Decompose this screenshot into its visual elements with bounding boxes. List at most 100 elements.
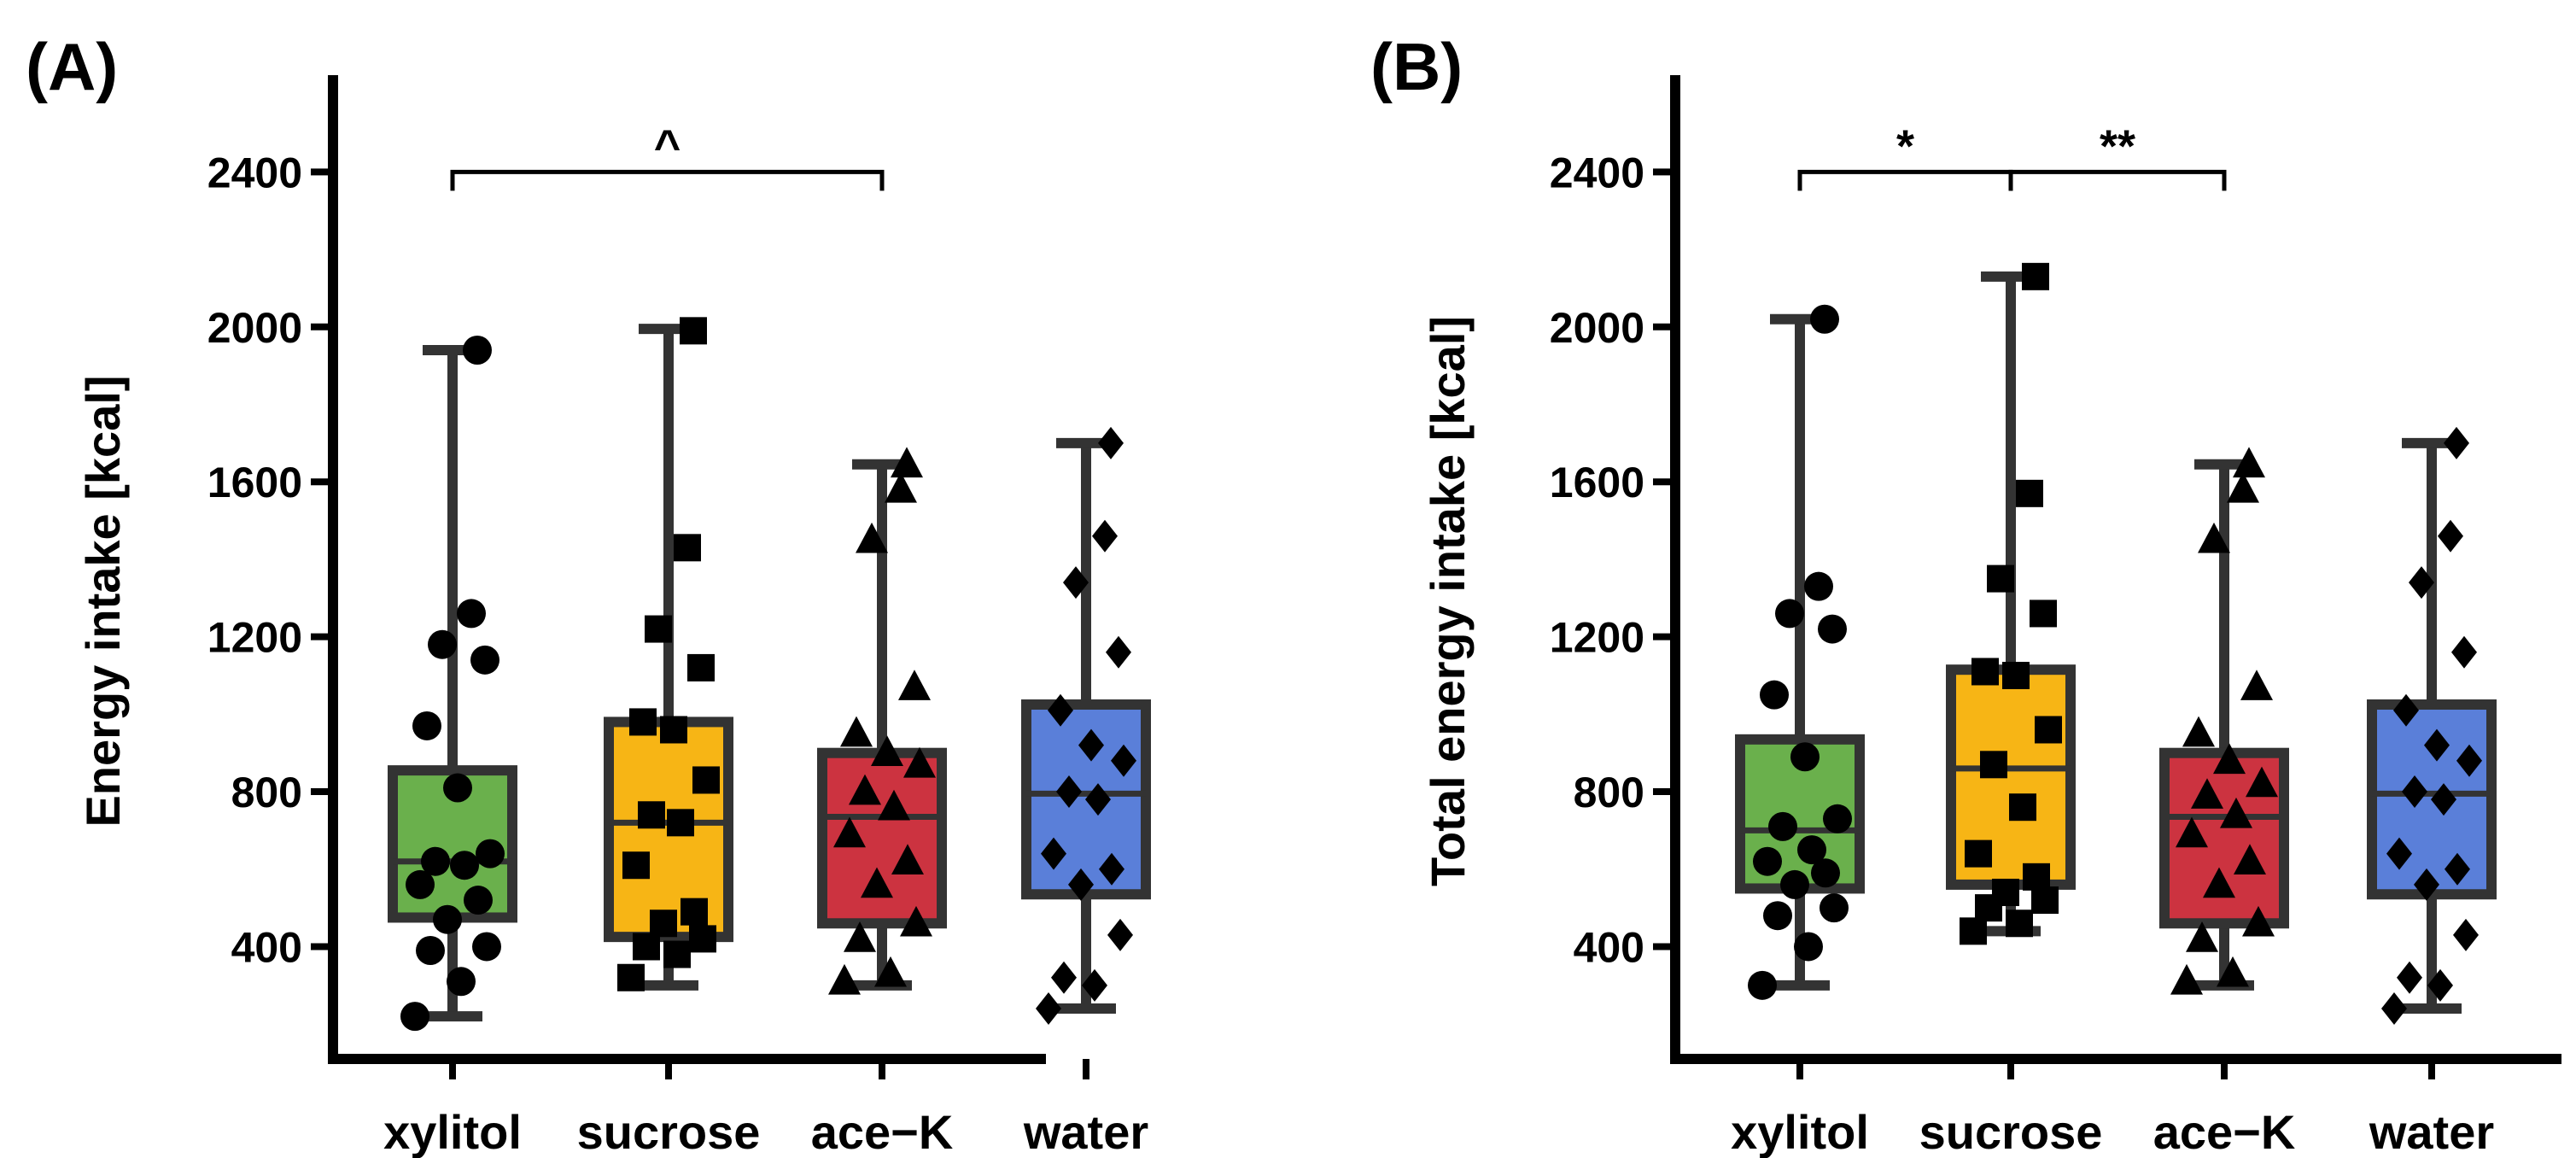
data-point — [2006, 909, 2033, 938]
data-point — [2431, 783, 2456, 816]
bracket-line — [2008, 169, 2227, 191]
data-point — [1098, 426, 1124, 459]
data-point — [1048, 693, 1073, 727]
data-point — [891, 447, 923, 478]
data-point — [428, 629, 457, 659]
data-point — [856, 522, 888, 553]
data-point — [2424, 728, 2450, 762]
data-point — [406, 869, 435, 899]
data-point — [633, 933, 660, 961]
data-point — [1085, 783, 1111, 816]
data-point — [891, 844, 924, 874]
data-point — [2381, 992, 2407, 1026]
data-point — [2227, 471, 2259, 503]
data-point — [622, 851, 650, 880]
data-point — [464, 886, 493, 915]
panel-label: (A) — [26, 29, 118, 104]
data-point — [2242, 905, 2275, 937]
data-point — [1041, 837, 1066, 870]
data-point — [1068, 868, 1094, 901]
data-point — [1063, 566, 1089, 599]
data-point — [447, 967, 476, 997]
panel-label: (B) — [1370, 29, 1463, 104]
data-point — [1768, 811, 1797, 841]
box-water — [2367, 426, 2497, 1026]
data-point — [840, 716, 873, 747]
data-point — [687, 653, 715, 681]
data-point — [2246, 766, 2278, 798]
data-point — [2217, 956, 2249, 987]
y-tick-label: 2000 — [1550, 304, 1644, 352]
y-axis-title: Total energy intake [kcal] — [1421, 316, 1475, 886]
data-point — [1082, 968, 1107, 1002]
data-point — [849, 774, 881, 805]
significance-bracket: ^ — [450, 120, 885, 191]
data-point — [2397, 961, 2422, 994]
data-point — [1748, 970, 1777, 1000]
data-point — [885, 471, 917, 503]
x-tick-label-sucrose: sucrose — [577, 1105, 761, 1158]
data-point — [1780, 869, 1809, 899]
box-sucrose — [1946, 262, 2076, 945]
data-point — [629, 708, 657, 736]
data-point — [878, 789, 910, 821]
significance-label: * — [1896, 120, 1914, 172]
data-point — [433, 904, 462, 934]
data-point — [412, 711, 441, 740]
data-point — [844, 921, 876, 952]
data-point — [2170, 963, 2203, 995]
data-point — [2182, 716, 2215, 747]
data-point — [2016, 479, 2043, 507]
box-water — [1021, 426, 1151, 1026]
data-point — [828, 963, 861, 995]
data-point — [650, 909, 677, 938]
data-point — [1753, 846, 1782, 876]
data-point — [2453, 918, 2479, 951]
data-point — [638, 801, 665, 829]
data-point — [2393, 693, 2419, 727]
data-point — [2030, 599, 2057, 628]
bracket-line — [450, 169, 885, 191]
data-point — [1790, 742, 1820, 772]
data-point — [1760, 680, 1789, 710]
y-tick-label: 800 — [231, 769, 302, 816]
data-point — [1051, 961, 1077, 994]
data-point — [1107, 918, 1133, 951]
data-point — [617, 963, 645, 991]
data-point — [2233, 447, 2265, 478]
data-point — [1971, 658, 1999, 686]
data-point — [421, 846, 450, 876]
data-point — [472, 932, 501, 962]
data-point — [2035, 716, 2062, 744]
x-tick-label-sucrose: sucrose — [1919, 1105, 2103, 1158]
data-point — [1987, 564, 2014, 593]
data-point — [1111, 744, 1136, 777]
data-point — [470, 645, 499, 675]
y-tick-label: 1200 — [1550, 614, 1644, 662]
data-point — [674, 534, 701, 562]
data-point — [2414, 868, 2439, 901]
data-point — [400, 1002, 429, 1032]
box-xylitol — [388, 336, 517, 1032]
y-tick-label: 1200 — [207, 614, 302, 662]
data-point — [2427, 968, 2453, 1002]
panel-b: (B) 400 800 1200 1600 2000 2400 Total energy in… — [1370, 29, 2561, 1158]
data-point — [1775, 599, 1804, 629]
data-point — [2213, 743, 2246, 775]
data-point — [1810, 304, 1839, 334]
box-ace-k — [2159, 447, 2289, 995]
data-point — [681, 898, 708, 926]
data-point — [689, 925, 716, 953]
panel-a: (A) 400 800 1200 1600 2000 2400 Energy intake [… — [26, 29, 1151, 1158]
data-point — [2176, 816, 2208, 848]
data-point — [450, 851, 479, 880]
data-point — [660, 716, 687, 744]
significance-label: ^ — [654, 120, 681, 172]
data-point — [1106, 635, 1131, 669]
x-tick-label-ace-k: ace−K — [2153, 1105, 2296, 1158]
bracket-line — [1797, 169, 2013, 191]
data-point — [416, 936, 445, 966]
data-point — [1092, 519, 1118, 553]
data-point — [443, 773, 472, 803]
